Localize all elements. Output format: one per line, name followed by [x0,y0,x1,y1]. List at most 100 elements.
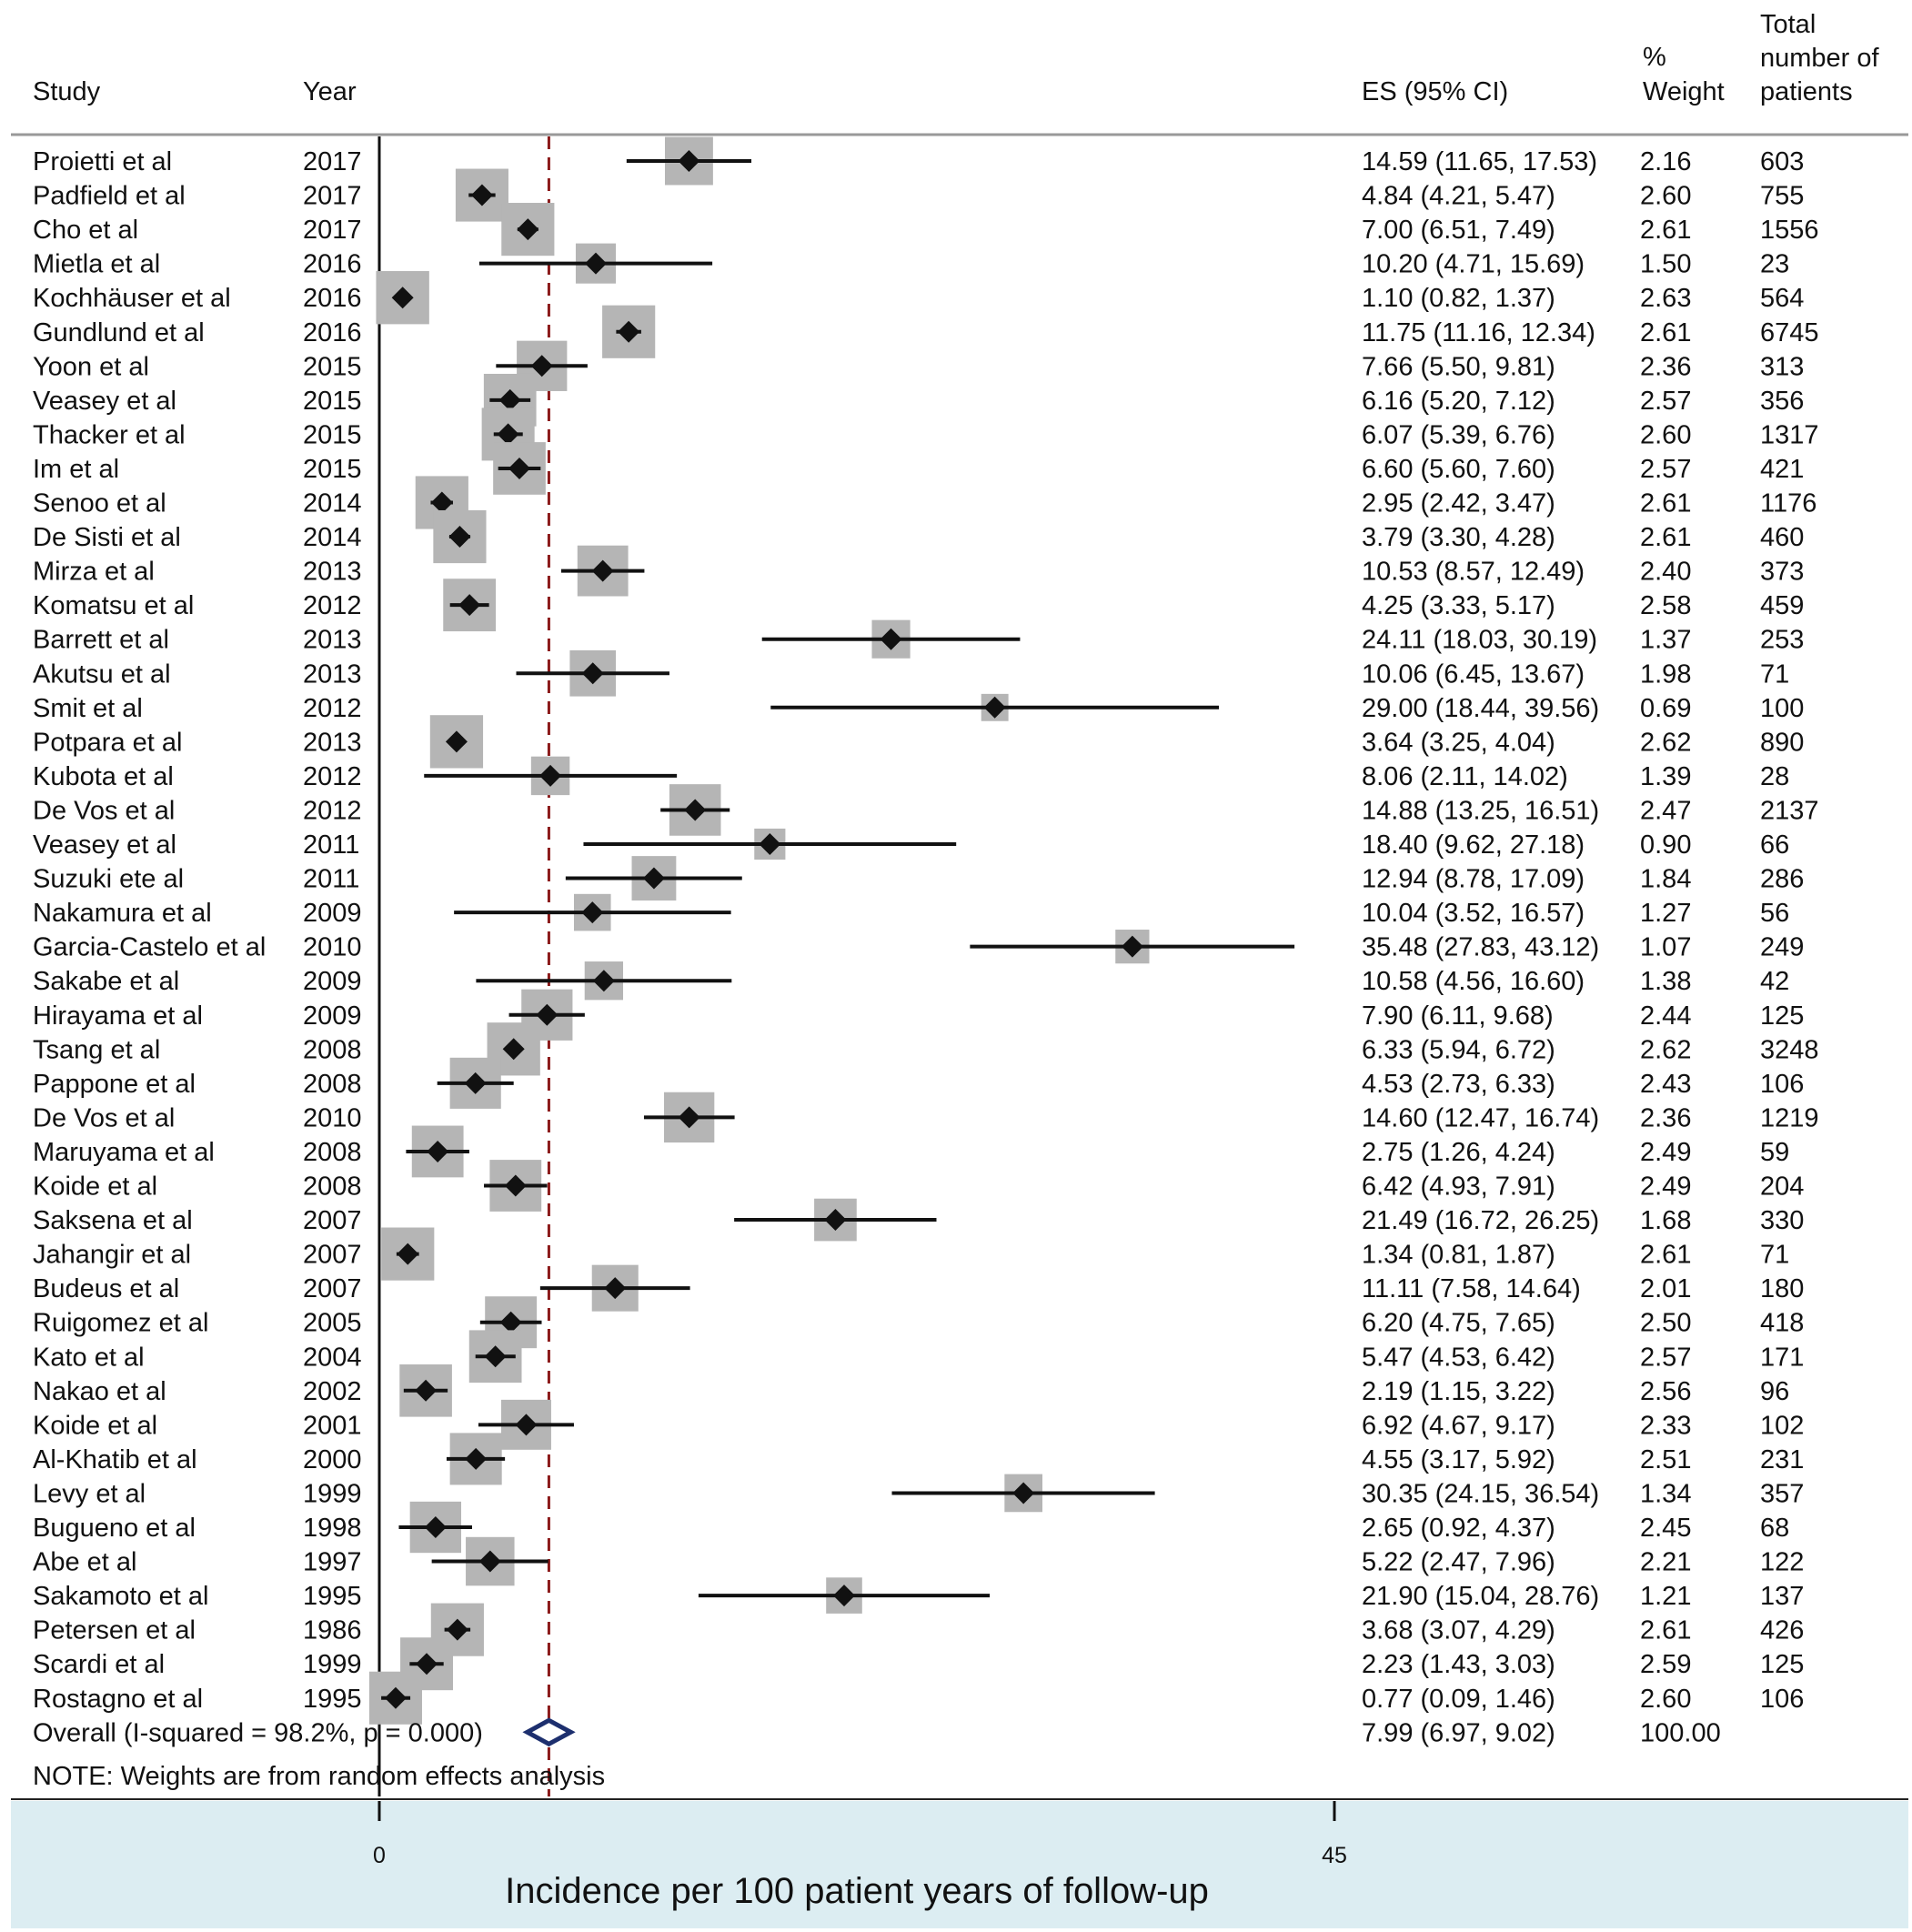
es-ci-text: 7.00 (6.51, 7.49) [1362,216,1555,245]
study-row: Levy et al 1999 30.35 (24.15, 36.54) 1.34 35… [33,1474,1804,1513]
study-year: 2012 [303,762,362,791]
weight-value: 1.34 [1640,1479,1691,1508]
study-year: 2015 [303,352,362,381]
study-name: Al-Khatib et al [33,1445,197,1474]
es-ci-text: 6.20 (4.75, 7.65) [1362,1309,1555,1338]
patient-count: 102 [1760,1411,1804,1440]
patient-count: 460 [1760,523,1804,552]
es-ci-text: 6.33 (5.94, 6.72) [1362,1035,1555,1064]
column-headers: Study Year ES (95% CI) % Weight Total nu… [33,10,1880,106]
es-ci-text: 8.06 (2.11, 14.02) [1362,762,1568,791]
study-row: Suzuki ete al 2011 12.94 (8.78, 17.09) 1.84… [33,856,1804,901]
es-ci-text: 5.47 (4.53, 6.42) [1362,1343,1555,1372]
study-row: Cho et al 2017 7.00 (6.51, 7.49) 2.61 1556 [33,203,1819,257]
weight-value: 2.57 [1640,387,1691,416]
point-estimate-marker [517,218,539,241]
es-ci-text: 2.95 (2.42, 3.47) [1362,489,1555,518]
study-name: Im et al [33,455,119,484]
study-year: 2013 [303,558,362,587]
study-row: Garcia-Castelo et al 2010 35.48 (27.83, 43… [33,930,1804,964]
header-patients-line-2: number of [1760,44,1880,73]
patient-count: 71 [1760,659,1789,689]
study-year: 2012 [303,796,362,825]
point-estimate-marker [478,1550,501,1573]
point-estimate-marker [1012,1482,1035,1504]
point-estimate-marker [384,1686,407,1709]
study-year: 1998 [303,1514,362,1543]
header-weight-line-1: % [1643,43,1666,72]
es-ci-text: 4.25 (3.33, 5.17) [1362,591,1555,620]
study-row: Barrett et al 2013 24.11 (18.03, 30.19) 1.3… [33,619,1804,659]
es-ci-text: 6.60 (5.60, 7.60) [1362,455,1555,484]
study-name: Sakabe et al [33,967,179,996]
point-estimate-marker [759,833,781,855]
study-name: Petersen et al [33,1616,196,1645]
point-estimate-marker [581,662,604,685]
study-year: 2012 [303,591,362,620]
es-ci-text: 11.75 (11.16, 12.34) [1362,318,1595,347]
point-estimate-marker [585,252,607,275]
study-name: Veasey et al [33,387,176,416]
point-estimate-marker [530,355,553,377]
study-row: Petersen et al 1986 3.68 (3.07, 4.29) 2.61 4… [33,1603,1804,1656]
point-estimate-marker [604,1277,627,1300]
header-patients-line-1: Total [1760,10,1816,39]
study-name: Kochhäuser et al [33,284,231,313]
patient-count: 249 [1760,933,1804,962]
study-row: Kubota et al 2012 8.06 (2.11, 14.02) 1.39 28 [33,756,1789,796]
point-estimate-marker [498,388,521,411]
weight-value: 2.61 [1640,318,1691,347]
point-estimate-marker [446,1618,468,1641]
study-row: Senoo et al 2014 2.95 (2.42, 3.47) 2.61 1176 [33,476,1816,529]
point-estimate-marker [470,184,493,206]
patient-count: 56 [1760,899,1789,928]
es-ci-text: 4.84 (4.21, 5.47) [1362,182,1555,211]
patient-count: 459 [1760,591,1804,620]
point-estimate-marker [983,696,1006,719]
patient-count: 125 [1760,1650,1804,1679]
point-estimate-marker [430,491,453,514]
study-name: Senoo et al [33,489,166,518]
patient-count: 66 [1760,830,1789,860]
point-estimate-marker [424,1516,447,1538]
study-name: Saksena et al [33,1206,193,1235]
study-name: Akutsu et al [33,659,171,689]
study-year: 1986 [303,1616,362,1645]
point-estimate-marker [642,867,665,890]
es-ci-text: 3.68 (3.07, 4.29) [1362,1616,1555,1645]
weight-value: 2.61 [1640,216,1691,245]
study-name: De Vos et al [33,1103,175,1132]
point-estimate-marker [824,1209,847,1232]
point-estimate-marker [618,320,640,343]
study-name: Koide et al [33,1172,157,1202]
patient-count: 357 [1760,1479,1804,1508]
study-year: 2016 [303,250,362,279]
weight-value: 1.07 [1640,933,1691,962]
point-estimate-marker [508,457,530,479]
x-axis-label: Incidence per 100 patient years of follo… [505,1871,1209,1911]
study-name: Tsang et al [33,1035,160,1064]
study-row: Kato et al 2004 5.47 (4.53, 6.42) 2.57 171 [33,1330,1804,1384]
study-row: Scardi et al 1999 2.23 (1.43, 3.03) 2.59 125 [33,1637,1804,1691]
study-row: Padfield et al 2017 4.84 (4.21, 5.47) 2.60 7… [33,168,1804,222]
patient-count: 42 [1760,967,1789,996]
study-name: Yoon et al [33,352,149,381]
point-estimate-marker [502,1038,525,1061]
es-ci-text: 21.49 (16.72, 26.25) [1362,1206,1599,1235]
study-year: 2007 [303,1241,362,1270]
study-name: Scardi et al [33,1650,165,1679]
es-ci-text: 29.00 (18.44, 39.56) [1362,694,1599,723]
study-name: Mietla et al [33,250,160,279]
es-ci-text: 10.58 (4.56, 16.60) [1362,967,1585,996]
study-year: 2014 [303,489,362,518]
es-ci-text: 10.20 (4.71, 15.69) [1362,250,1585,279]
study-row: Proietti et al 2017 14.59 (11.65, 17.53) 2.… [33,136,1804,186]
study-name: Garcia-Castelo et al [33,933,266,962]
study-row: Bugueno et al 1998 2.65 (0.92, 4.37) 2.45 68 [33,1501,1789,1554]
study-row: Kochhäuser et al 2016 1.10 (0.82, 1.37) 2.6… [33,271,1804,325]
study-year: 2013 [303,728,362,757]
weight-value: 2.58 [1640,591,1691,620]
weight-value: 2.59 [1640,1650,1691,1679]
study-name: Pappone et al [33,1070,196,1099]
weight-value: 0.69 [1640,694,1691,723]
